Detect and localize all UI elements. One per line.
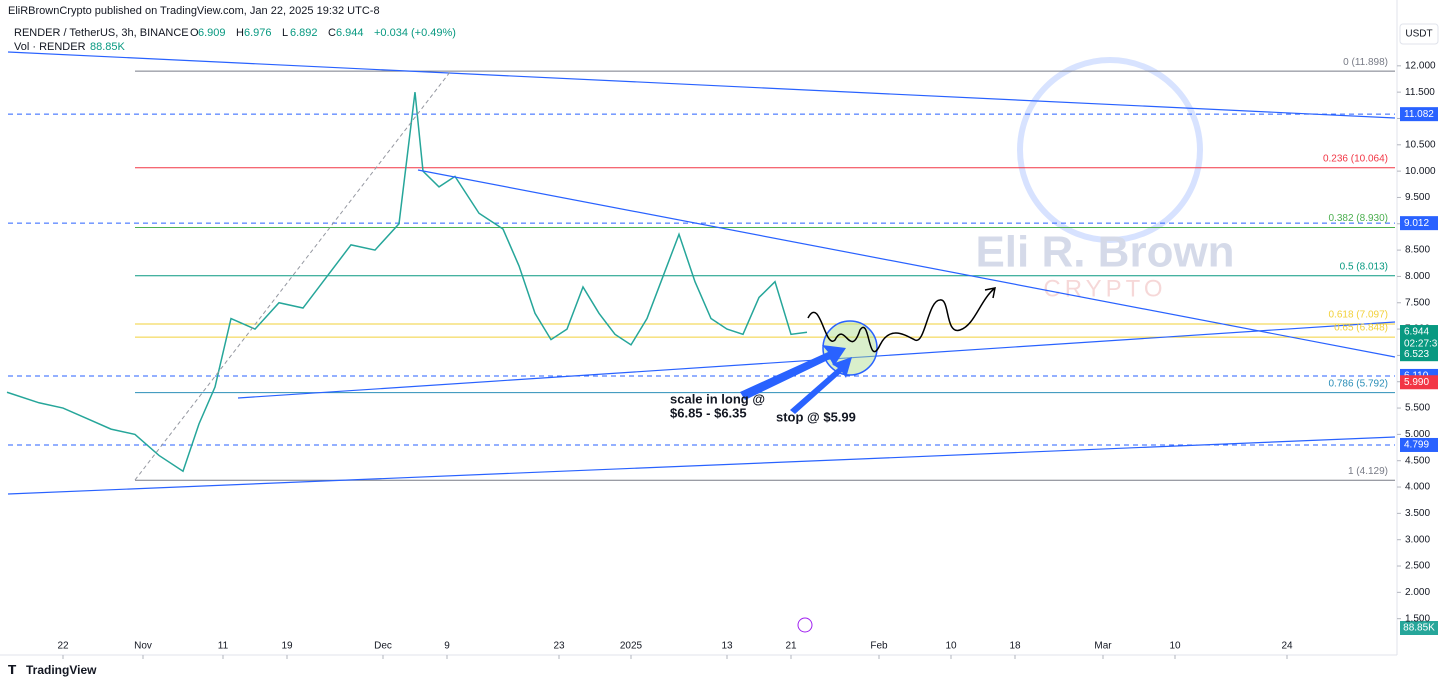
y-tick-label: 5.500 xyxy=(1405,403,1430,414)
y-tick-label: 10.500 xyxy=(1405,139,1436,150)
annotation: stop @ $5.99 xyxy=(776,409,856,424)
publisher: EliRBrownCrypto published on TradingView… xyxy=(8,5,380,17)
countdown: 02:27:36 xyxy=(1404,339,1443,350)
fib-label: 0.5 (8.013) xyxy=(1340,261,1388,272)
stop-arrow xyxy=(790,357,852,414)
x-tick-label: 13 xyxy=(721,641,733,652)
ohlc-key: H xyxy=(236,27,244,39)
footer-mark: 𝗧 xyxy=(8,663,17,677)
fib-label: 0.236 (10.064) xyxy=(1323,153,1388,164)
price-tag-label: 6.944 xyxy=(1404,327,1429,338)
price-tag xyxy=(1400,437,1438,452)
x-tick-label: 22 xyxy=(57,641,69,652)
fib-label: 0.382 (8.930) xyxy=(1329,213,1389,224)
y-tick-label: 8.000 xyxy=(1405,271,1430,282)
x-tick-label: Mar xyxy=(1094,641,1112,652)
ohlc-key: O xyxy=(190,27,199,39)
volume-label: Vol · RENDER xyxy=(14,41,86,53)
price-tag-label: 11.082 xyxy=(1404,109,1434,120)
x-tick-label: 10 xyxy=(945,641,957,652)
fib-label: 0.65 (6.848) xyxy=(1334,323,1388,334)
y-tick-label: 4.000 xyxy=(1405,482,1430,493)
y-tick-label: 3.500 xyxy=(1405,508,1430,519)
annotation: scale in long @ xyxy=(670,391,765,406)
x-tick-label: Feb xyxy=(870,641,888,652)
x-tick-label: 19 xyxy=(281,641,293,652)
y-tick-label: 3.000 xyxy=(1405,534,1430,545)
ohlc-value: 6.944 xyxy=(336,27,364,39)
price-line-series xyxy=(6,92,808,473)
ohlc: O 6.909 H 6.976 L 6.892 C 6.944 +0.034 (+0.49%) xyxy=(190,27,456,39)
currency[interactable]: USDT xyxy=(1405,29,1432,40)
y-tick-label: 10.000 xyxy=(1405,166,1436,177)
fib-label: 0.786 (5.792) xyxy=(1329,378,1389,389)
x-tick-label: 2025 xyxy=(620,641,643,652)
currency-button[interactable] xyxy=(1399,23,1439,45)
symbol: RENDER / TetherUS, 3h, BINANCE xyxy=(14,27,189,39)
ohlc-key: L xyxy=(282,27,288,39)
price-tag-label: 6.523 xyxy=(1404,349,1429,360)
x-tick-label: 9 xyxy=(444,641,450,652)
watermark-text: Eli R. Brown xyxy=(975,228,1234,277)
x-tick-label: 21 xyxy=(785,641,797,652)
fib-label: 1 (4.129) xyxy=(1348,466,1388,477)
y-tick-label: 12.000 xyxy=(1405,60,1436,71)
price-tag xyxy=(1400,347,1438,362)
trend-line xyxy=(417,169,1396,358)
price-tag xyxy=(1400,375,1438,390)
y-tick-label: 11.500 xyxy=(1405,87,1435,98)
fib-label: 0 (11.898) xyxy=(1343,57,1388,68)
y-tick-label: 1.500 xyxy=(1405,613,1430,624)
y-tick-label: 4.500 xyxy=(1405,455,1430,466)
watermark-sub: CRYPTO xyxy=(1043,275,1166,302)
price-tag-label: 5.990 xyxy=(1404,377,1429,388)
price-tag xyxy=(1400,216,1438,231)
volume-tag-label: 88.85K xyxy=(1403,623,1435,634)
x-tick-label: Dec xyxy=(374,641,392,652)
trend-line xyxy=(7,51,1396,119)
trend-line xyxy=(7,436,1396,495)
logo-ring xyxy=(1017,57,1203,243)
entry-arrow xyxy=(740,345,846,400)
y-tick-label: 9.500 xyxy=(1405,192,1430,203)
fib-diagonal xyxy=(134,71,451,481)
price-tag xyxy=(1400,325,1438,352)
ohlc-value: 6.976 xyxy=(244,27,272,39)
y-tick-label: 8.500 xyxy=(1405,245,1430,256)
ohlc-value: 6.892 xyxy=(290,27,318,39)
x-tick-label: 24 xyxy=(1281,641,1293,652)
x-tick-label: 23 xyxy=(553,641,565,652)
projected-path xyxy=(807,287,996,353)
fib-label: 0.618 (7.097) xyxy=(1329,310,1389,321)
change: +0.034 (+0.49%) xyxy=(374,27,456,39)
y-tick-label: 5.000 xyxy=(1405,429,1430,440)
volume-tag xyxy=(1400,621,1438,635)
annotation: $6.85 - $6.35 xyxy=(670,405,747,420)
x-tick-label: 11 xyxy=(218,641,229,652)
x-tick-label: 18 xyxy=(1009,641,1021,652)
price-tag xyxy=(1400,107,1438,122)
y-tick-label: 2.000 xyxy=(1405,587,1430,598)
drawings xyxy=(7,51,1396,495)
x-tick-label: Nov xyxy=(134,641,152,652)
price-tag-label: 4.799 xyxy=(1404,440,1429,451)
ohlc-value: 6.909 xyxy=(198,27,226,39)
y-tick-label: 2.500 xyxy=(1405,561,1430,572)
plot xyxy=(6,65,1401,659)
volume-value: 88.85K xyxy=(90,41,126,53)
event-icon[interactable] xyxy=(797,617,813,633)
y-tick-label: 7.500 xyxy=(1405,297,1430,308)
ohlc-key: C xyxy=(328,27,336,39)
watermark: Eli R. Brown CRYPTO xyxy=(975,57,1235,302)
x-tick-label: 10 xyxy=(1169,641,1181,652)
price-tag-label: 9.012 xyxy=(1404,218,1429,229)
footer-logo: TradingView xyxy=(26,663,97,677)
